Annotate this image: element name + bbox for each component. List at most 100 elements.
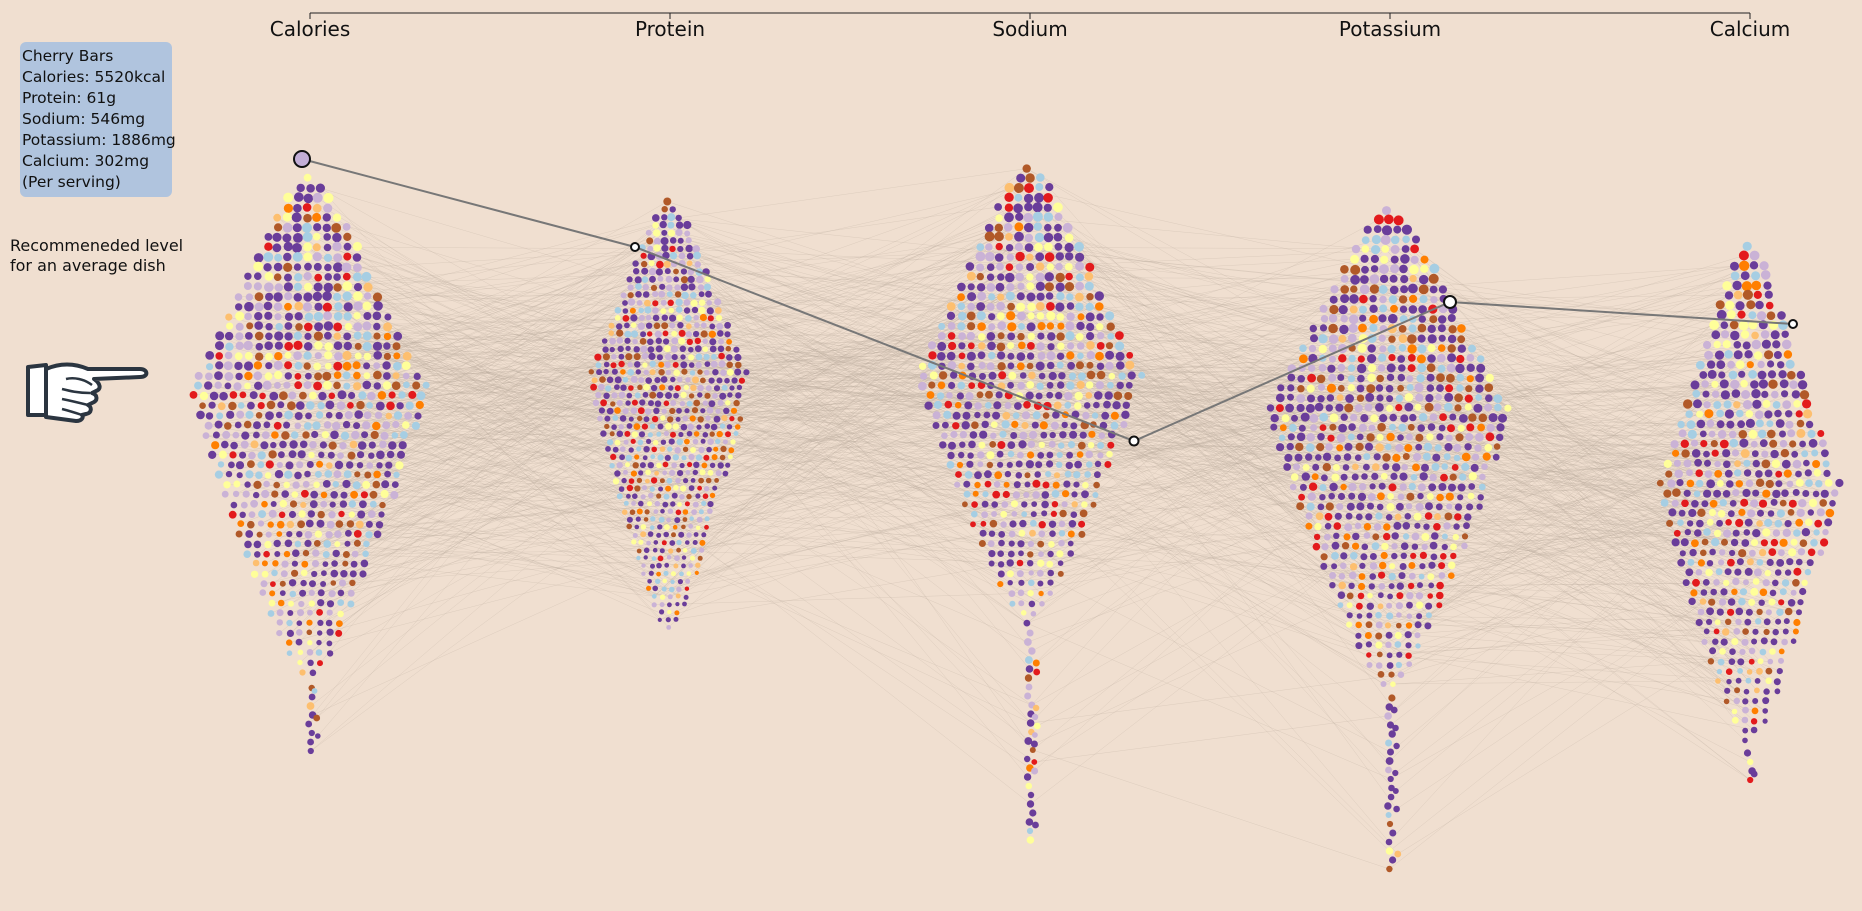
dot-sodium [1035, 302, 1045, 311]
dot-protein [634, 454, 640, 460]
dot-potassium [1428, 561, 1436, 569]
dot-protein [647, 331, 653, 337]
dot-calories [215, 341, 224, 351]
dot-potassium [1380, 472, 1388, 480]
dot-sodium [959, 441, 966, 448]
dot-calcium [1702, 390, 1710, 398]
dot-calcium [1782, 628, 1789, 635]
dot-protein [688, 393, 695, 399]
dot-calories [245, 332, 253, 340]
dot-potassium [1432, 453, 1441, 462]
dot-calories [333, 253, 343, 263]
dot-calcium [1766, 420, 1774, 428]
dot-protein [640, 252, 647, 259]
dot-sodium [1058, 372, 1066, 380]
dot-calcium [1808, 438, 1818, 448]
dot-sodium [1066, 381, 1075, 390]
dot-calcium [1727, 510, 1735, 518]
dot-calories [361, 431, 369, 439]
dot-calcium [1796, 419, 1805, 428]
dot-sodium [1040, 431, 1048, 439]
dot-calcium [1706, 607, 1714, 616]
dot-sodium [1004, 192, 1014, 202]
dot-potassium [1328, 344, 1337, 353]
dot-calories [378, 511, 385, 518]
dot-protein [671, 532, 676, 538]
dot-sodium [967, 292, 977, 302]
dot-sodium [996, 262, 1004, 271]
dot-calcium [1784, 569, 1792, 576]
dot-potassium [1415, 433, 1424, 442]
dot-potassium [1456, 354, 1465, 364]
dot-calories [397, 450, 405, 459]
dot-calcium [1810, 539, 1818, 547]
dot-protein [695, 525, 701, 531]
dot-sodium [1063, 480, 1071, 488]
dot-potassium [1336, 444, 1344, 452]
dot-protein [688, 354, 695, 361]
dot-potassium [1450, 543, 1457, 551]
dot-calcium [1703, 528, 1711, 536]
dot-potassium [1369, 295, 1377, 303]
dot-protein [661, 244, 669, 252]
dot-calcium [1719, 549, 1726, 556]
dot-potassium [1416, 354, 1426, 364]
tooltip-per-serving: (Per serving) [22, 173, 121, 191]
dot-protein [726, 424, 733, 430]
dot-calcium [1716, 360, 1726, 370]
dot-calories [244, 351, 253, 360]
dot-calcium [1785, 420, 1794, 429]
dot-protein [677, 245, 684, 253]
dot-sodium [1001, 420, 1010, 429]
dot-potassium [1388, 572, 1396, 581]
dot-calories [303, 282, 313, 292]
dot-calories [261, 489, 270, 499]
dot-potassium [1438, 424, 1446, 432]
dot-sodium [1029, 809, 1037, 817]
dot-sodium [984, 402, 992, 409]
dot-sodium [1054, 223, 1062, 232]
dot-protein [743, 369, 750, 376]
dot-protein [685, 331, 693, 338]
dot-protein [656, 391, 664, 399]
dot-calories [352, 241, 362, 252]
dot-potassium [1287, 393, 1294, 401]
dot-sodium [1016, 559, 1024, 567]
dot-protein [659, 478, 665, 484]
dot-protein [627, 362, 633, 368]
dot-protein [614, 470, 621, 477]
dot-calcium [1722, 490, 1731, 498]
dot-calcium [1701, 638, 1708, 646]
dot-protein [676, 539, 682, 546]
dot-calcium [1756, 559, 1764, 566]
dot-calcium [1787, 509, 1795, 516]
dot-potassium [1361, 473, 1368, 480]
dot-protein [734, 424, 741, 430]
dot-protein [669, 252, 678, 260]
dot-calories [294, 192, 304, 202]
dot-potassium [1351, 244, 1361, 254]
dot-calories [274, 381, 281, 389]
dot-calories [264, 272, 274, 281]
highlight-dot-potassium [1443, 295, 1457, 309]
dot-potassium [1418, 305, 1427, 314]
dot-calcium [1723, 460, 1731, 469]
dot-potassium [1328, 373, 1337, 382]
dot-calories [253, 551, 261, 558]
dot-potassium [1389, 563, 1396, 570]
dot-protein [659, 594, 666, 600]
dot-sodium [958, 362, 966, 370]
dot-calcium [1706, 479, 1716, 489]
dot-calcium [1792, 489, 1800, 496]
dot-sodium [1125, 360, 1135, 370]
dot-calories [372, 341, 383, 351]
dot-potassium [1390, 264, 1400, 274]
dot-calories [275, 323, 284, 331]
dot-calcium [1704, 470, 1713, 479]
dot-calories [367, 391, 376, 401]
dot-calories [274, 352, 283, 361]
dot-protein [733, 346, 740, 353]
dot-protein [677, 322, 684, 329]
dot-calcium [1746, 361, 1754, 369]
dot-potassium [1381, 225, 1393, 236]
